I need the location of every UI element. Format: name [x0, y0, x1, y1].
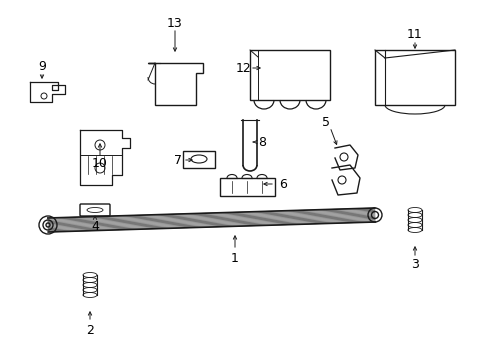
Text: 2: 2: [86, 324, 94, 337]
Text: 10: 10: [92, 157, 108, 170]
Bar: [249, 50, 329, 100]
Text: 4: 4: [91, 220, 99, 233]
Text: 5: 5: [321, 116, 329, 129]
Text: 3: 3: [410, 258, 418, 271]
Bar: [183, 151, 215, 168]
Text: 13: 13: [167, 17, 183, 30]
Text: 6: 6: [279, 177, 286, 190]
Text: 9: 9: [38, 59, 46, 72]
Text: 1: 1: [231, 252, 239, 265]
Text: 11: 11: [407, 27, 422, 41]
Text: 8: 8: [258, 135, 265, 149]
Bar: [220, 178, 274, 196]
Bar: [374, 50, 454, 105]
Text: 7: 7: [174, 153, 182, 166]
Polygon shape: [148, 63, 203, 105]
Text: 12: 12: [236, 62, 251, 75]
